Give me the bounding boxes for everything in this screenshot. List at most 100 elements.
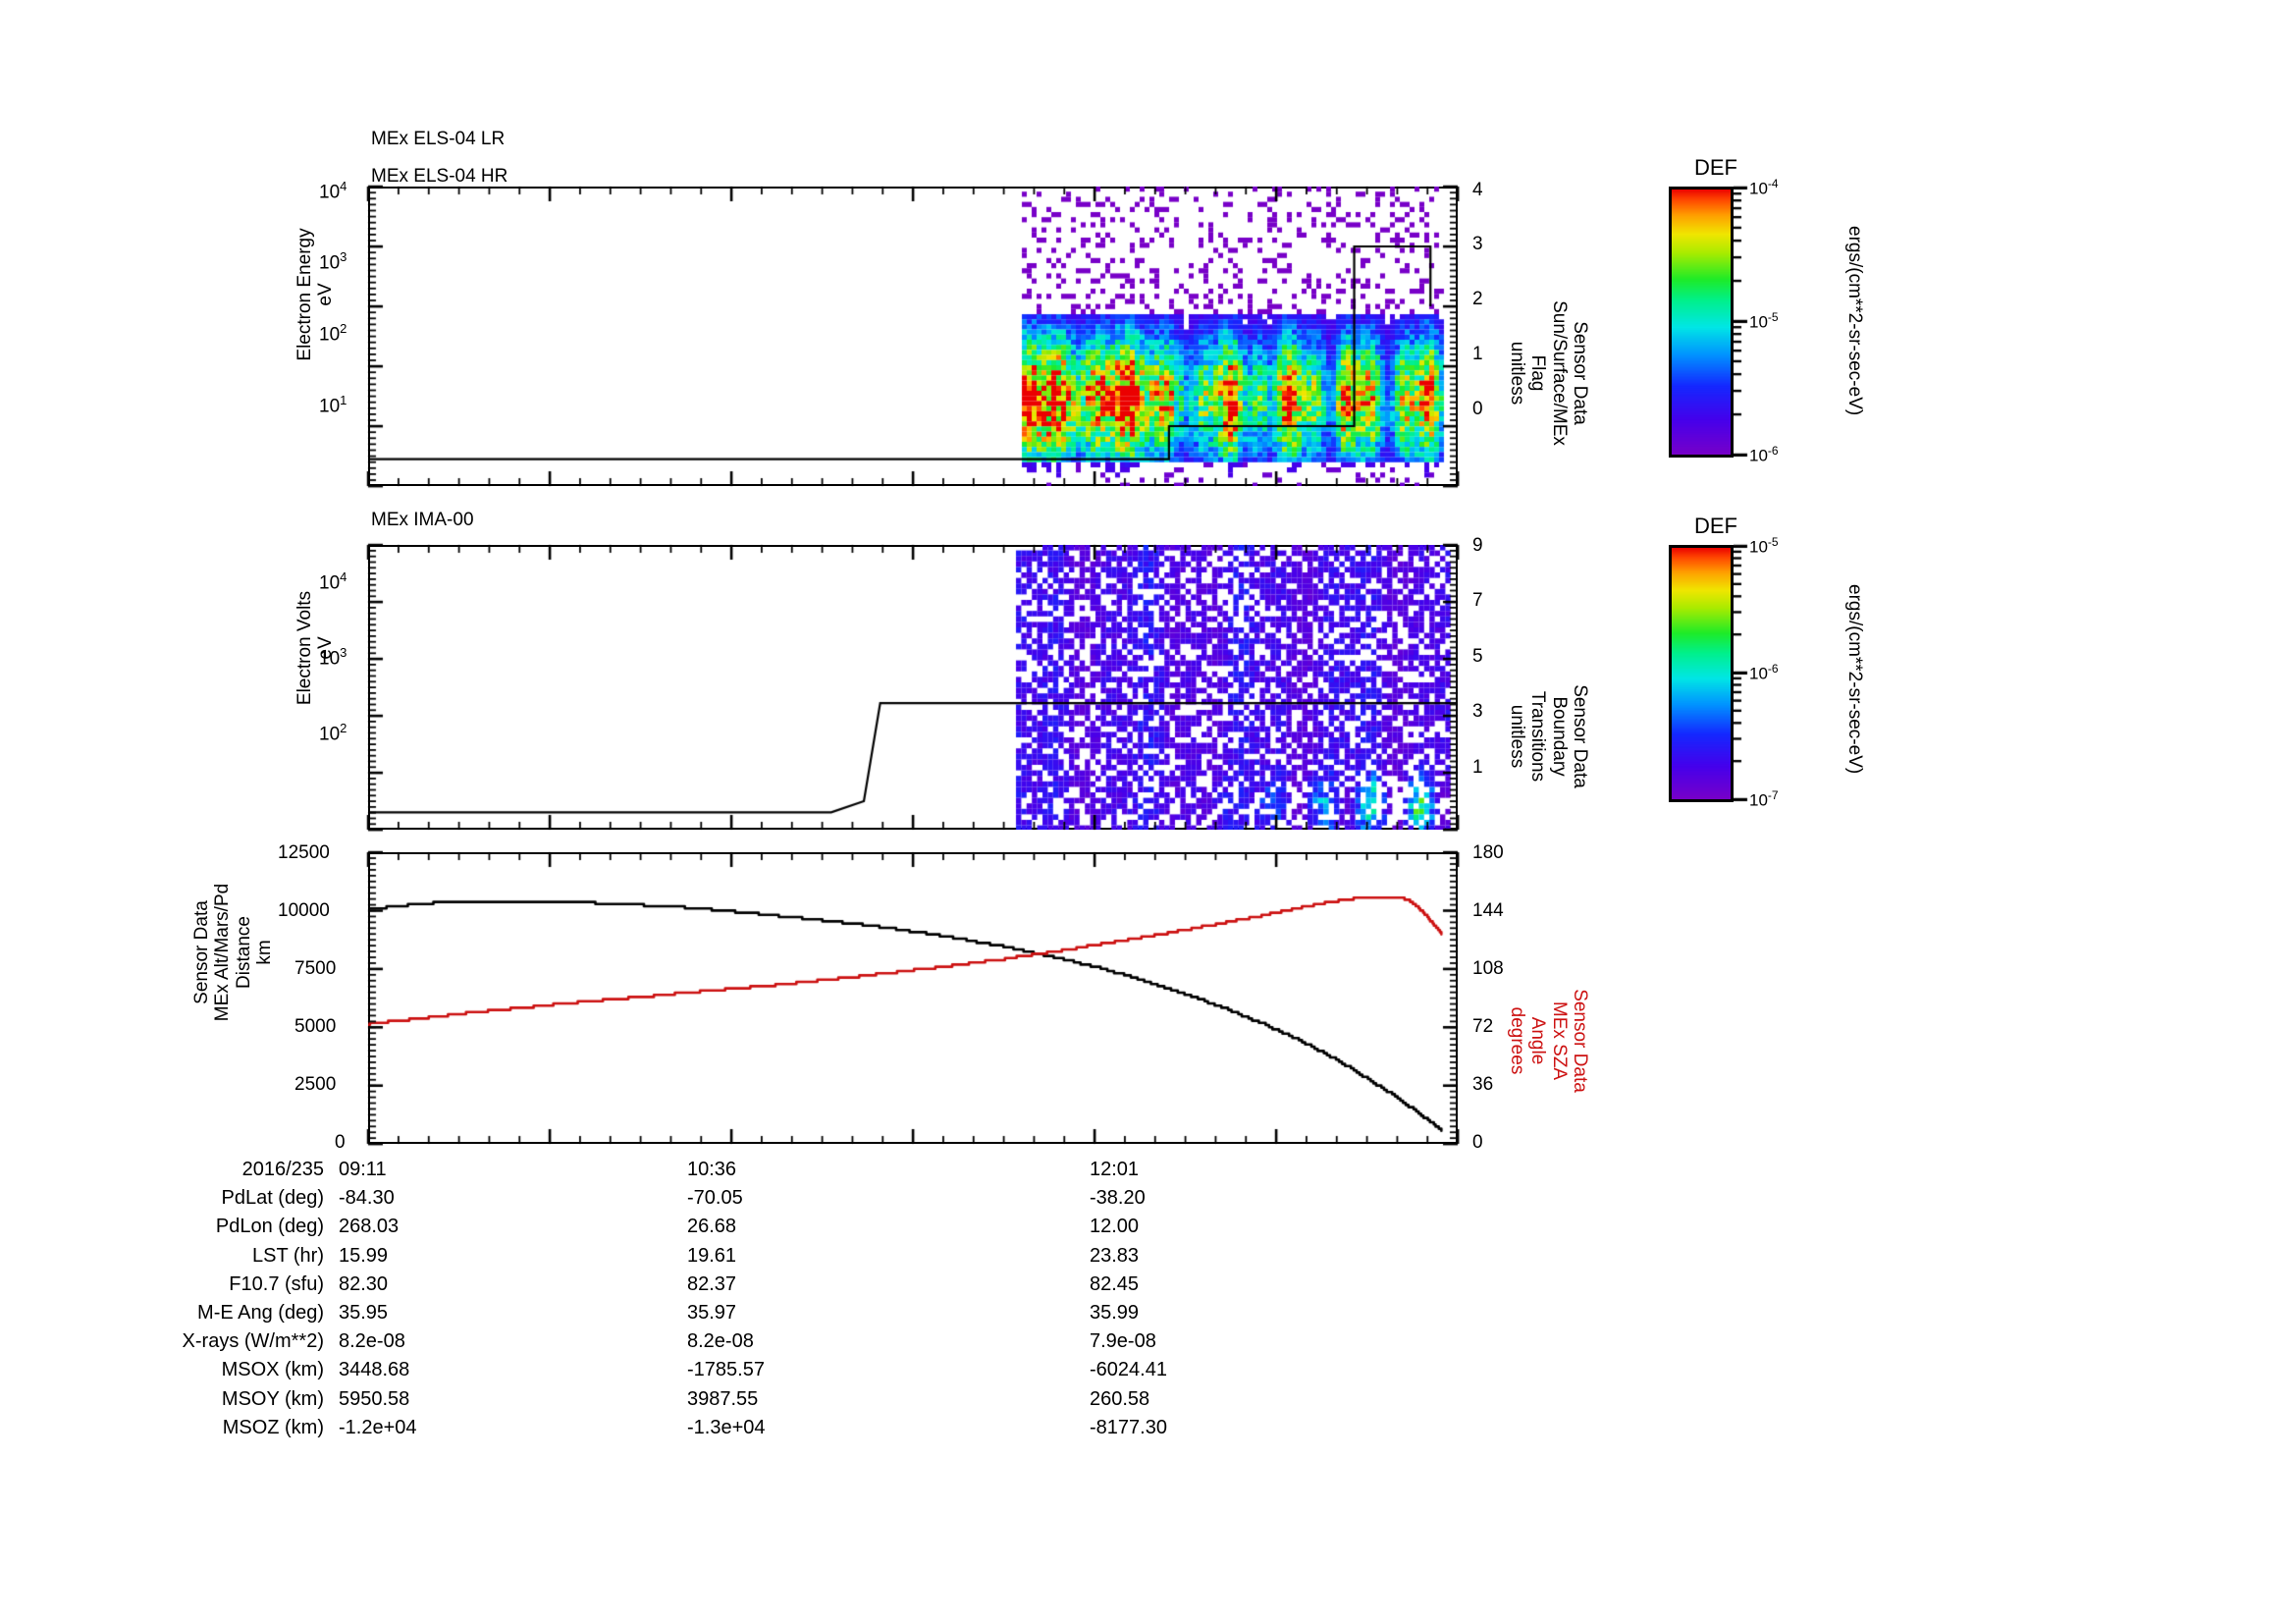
ima-rtick-7: 7 bbox=[1472, 590, 1483, 611]
table-row-label: M-E Ang (deg) bbox=[197, 1302, 324, 1324]
sza-rtick-36: 36 bbox=[1472, 1074, 1494, 1095]
table-row-label: PdLat (deg) bbox=[221, 1187, 324, 1210]
alt-left-axis-title: Sensor Data MEx Alt/Mars/Pd Distance km bbox=[191, 883, 275, 1022]
ima-rtick-5: 5 bbox=[1472, 646, 1483, 667]
colorbar-ima-ticks bbox=[1734, 543, 1749, 804]
table-cell: 82.30 bbox=[339, 1272, 389, 1295]
els-rtick-4: 4 bbox=[1472, 180, 1483, 200]
panel-els bbox=[358, 177, 1468, 496]
colorbar-ima-max: 10-5 bbox=[1749, 535, 1779, 557]
els-ytick-10e3: 103 bbox=[319, 249, 347, 274]
table-cell: 8.2e-08 bbox=[339, 1330, 405, 1353]
els-ytick-10e1: 101 bbox=[319, 393, 347, 417]
sza-right-axis-title: Sensor Data MEx SZA Angle degrees bbox=[1507, 989, 1590, 1093]
colorbar-els-mid: 10-5 bbox=[1749, 310, 1779, 332]
sza-rtick-144: 144 bbox=[1472, 900, 1504, 921]
table-cell: 19.61 bbox=[687, 1244, 737, 1267]
colorbar-els-border bbox=[1669, 187, 1734, 458]
table-cell: 12:01 bbox=[1090, 1159, 1140, 1180]
table-cell: -84.30 bbox=[339, 1187, 395, 1210]
table-cell: -1.3e+04 bbox=[687, 1416, 766, 1438]
table-cell: -70.05 bbox=[687, 1187, 743, 1210]
table-row-label: 2016/235 bbox=[241, 1159, 324, 1180]
table-row-label: F10.7 (sfu) bbox=[229, 1272, 324, 1295]
alt-ytick-2500: 2500 bbox=[294, 1074, 337, 1095]
colorbar-els-ticks bbox=[1734, 185, 1749, 460]
ima-right-axis-title: Sensor Data Boundary Transitions unitles… bbox=[1507, 684, 1590, 788]
els-ytick-10e2: 102 bbox=[319, 321, 347, 346]
els-left-axis-title: Electron Energy eV bbox=[294, 228, 337, 361]
table-row-label: MSOY (km) bbox=[221, 1387, 324, 1410]
els-rtick-3: 3 bbox=[1472, 234, 1483, 254]
table-cell: 82.37 bbox=[687, 1272, 737, 1295]
table-cell: 7.9e-08 bbox=[1090, 1330, 1156, 1353]
table-cell: 35.95 bbox=[339, 1302, 389, 1324]
els-rtick-1: 1 bbox=[1472, 344, 1483, 364]
table-row-label: MSOX (km) bbox=[221, 1359, 324, 1381]
sza-rtick-180: 180 bbox=[1472, 842, 1504, 863]
table-row-label: PdLon (deg) bbox=[215, 1216, 324, 1238]
colorbar-ima-unit: ergs/(cm**2-sr-sec-eV) bbox=[1844, 584, 1865, 775]
ima-axis-ticks bbox=[358, 535, 1468, 839]
sza-rtick-72: 72 bbox=[1472, 1016, 1494, 1037]
colorbar-els: DEF 10-4 10-5 10-6 ergs/(cm**2-sr-sec-eV… bbox=[1669, 155, 1963, 491]
ima-ytick-10e2: 102 bbox=[319, 721, 347, 745]
table-row-label: LST (hr) bbox=[252, 1244, 324, 1267]
table-cell: 09:11 bbox=[339, 1159, 387, 1180]
table-cell: 5950.58 bbox=[339, 1387, 410, 1410]
colorbar-ima-min: 10-7 bbox=[1749, 788, 1779, 810]
alt-ytick-7500: 7500 bbox=[294, 958, 337, 979]
ima-rtick-3: 3 bbox=[1472, 701, 1483, 722]
ima-rtick-1: 1 bbox=[1472, 757, 1483, 778]
table-row-label: X-rays (W/m**2) bbox=[182, 1330, 324, 1353]
ima-ytick-10e3: 103 bbox=[319, 645, 347, 670]
table-cell: -1785.57 bbox=[687, 1359, 765, 1381]
table-cell: 12.00 bbox=[1090, 1216, 1140, 1238]
ima-ytick-10e4: 104 bbox=[319, 569, 347, 594]
table-cell: 35.97 bbox=[687, 1302, 737, 1324]
table-cell: 3448.68 bbox=[339, 1359, 410, 1381]
sza-rtick-108: 108 bbox=[1472, 958, 1504, 979]
ima-trace-label: MEx IMA-00 bbox=[371, 510, 474, 530]
els-right-axis-title: Sensor Data Sun/Surface/MEx Flag unitles… bbox=[1507, 300, 1590, 446]
table-cell: 8.2e-08 bbox=[687, 1330, 754, 1353]
table-cell: 82.45 bbox=[1090, 1272, 1140, 1295]
table-cell: -1.2e+04 bbox=[339, 1416, 417, 1438]
table-cell: 23.83 bbox=[1090, 1244, 1140, 1267]
colorbar-ima-mid: 10-6 bbox=[1749, 662, 1779, 683]
table-cell: 3987.55 bbox=[687, 1387, 759, 1410]
table-cell: 35.99 bbox=[1090, 1302, 1140, 1324]
table-cell: 260.58 bbox=[1090, 1387, 1150, 1410]
alt-ytick-10000: 10000 bbox=[278, 900, 330, 921]
table-cell: -6024.41 bbox=[1090, 1359, 1167, 1381]
alt-ytick-12500: 12500 bbox=[278, 842, 330, 863]
colorbar-els-unit: ergs/(cm**2-sr-sec-eV) bbox=[1844, 226, 1865, 416]
colorbar-ima-border bbox=[1669, 545, 1734, 802]
alt-ytick-5000: 5000 bbox=[294, 1016, 337, 1037]
panel-ima bbox=[358, 535, 1468, 839]
colorbar-els-title: DEF bbox=[1694, 155, 1737, 180]
colorbar-ima-title: DEF bbox=[1694, 514, 1737, 538]
els-axis-ticks bbox=[358, 177, 1468, 496]
table-cell: -8177.30 bbox=[1090, 1416, 1167, 1438]
table-cell: 268.03 bbox=[339, 1216, 400, 1238]
els-rtick-2: 2 bbox=[1472, 289, 1483, 309]
colorbar-ima: DEF 10-5 10-6 10-7 ergs/(cm**2-sr-sec-eV… bbox=[1669, 514, 1963, 839]
alt-ytick-0: 0 bbox=[335, 1132, 346, 1153]
colorbar-els-min: 10-6 bbox=[1749, 444, 1779, 465]
colorbar-els-gradient bbox=[1671, 189, 1732, 456]
els-trace-label-lr: MEx ELS-04 LR bbox=[371, 129, 506, 149]
colorbar-ima-gradient bbox=[1671, 547, 1732, 800]
panel-alt bbox=[358, 842, 1468, 1154]
els-rtick-0: 0 bbox=[1472, 399, 1483, 419]
colorbar-els-max: 10-4 bbox=[1749, 177, 1779, 198]
table-cell: 15.99 bbox=[339, 1244, 389, 1267]
table-row-label: MSOZ (km) bbox=[222, 1416, 324, 1438]
alt-axis-ticks bbox=[358, 842, 1468, 1154]
sza-rtick-0: 0 bbox=[1472, 1132, 1483, 1153]
els-trace-label-hr: MEx ELS-04 HR bbox=[371, 166, 508, 187]
els-ytick-10e4: 104 bbox=[319, 179, 347, 203]
ima-rtick-9: 9 bbox=[1472, 535, 1483, 556]
table-cell: 26.68 bbox=[687, 1216, 737, 1238]
table-cell: -38.20 bbox=[1090, 1187, 1146, 1210]
